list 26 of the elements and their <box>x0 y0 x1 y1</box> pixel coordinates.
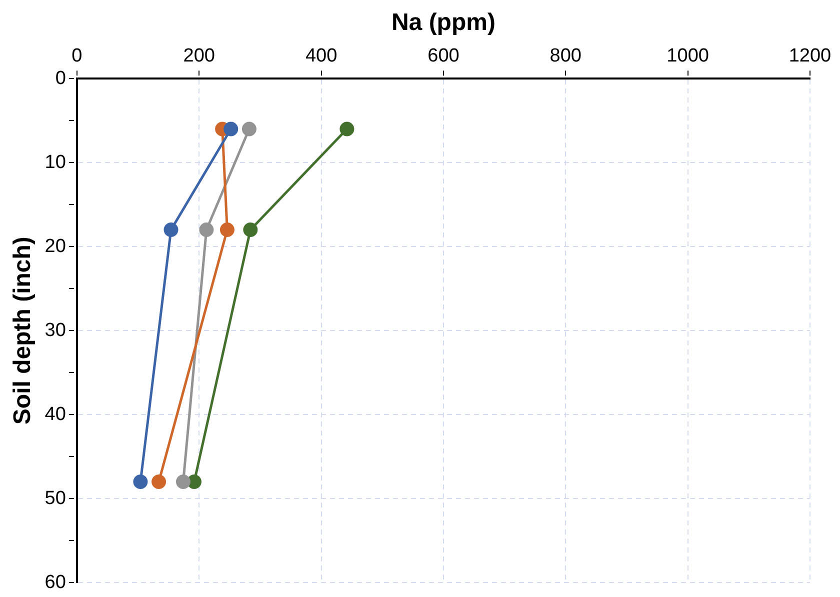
point <box>224 122 238 136</box>
point <box>133 474 148 490</box>
x-tick-label: 0 <box>72 45 82 66</box>
point <box>243 222 258 238</box>
point <box>340 122 354 136</box>
point <box>199 222 214 238</box>
x-tick-label: 200 <box>183 45 215 66</box>
x-tick-label: 600 <box>428 45 460 66</box>
x-tick-label: 400 <box>305 45 338 66</box>
y-axis-title: Soil depth (inch) <box>9 236 36 425</box>
y-tick-label: 30 <box>44 320 66 341</box>
x-tick-label: 800 <box>550 45 582 66</box>
x-axis-title: Na (ppm) <box>391 9 496 36</box>
x-tick-label: 1200 <box>788 45 832 66</box>
point <box>176 474 190 490</box>
x-tick-label: 1000 <box>666 45 709 66</box>
y-tick-label: 40 <box>44 404 66 425</box>
y-tick-label: 20 <box>44 236 66 257</box>
y-tick-label: 0 <box>55 68 66 89</box>
point <box>242 122 256 136</box>
point <box>164 222 178 238</box>
y-tick-label: 50 <box>44 488 66 509</box>
y-tick-label: 60 <box>44 572 66 593</box>
y-tick-label: 10 <box>44 152 66 173</box>
point <box>220 222 234 238</box>
point <box>152 474 166 490</box>
